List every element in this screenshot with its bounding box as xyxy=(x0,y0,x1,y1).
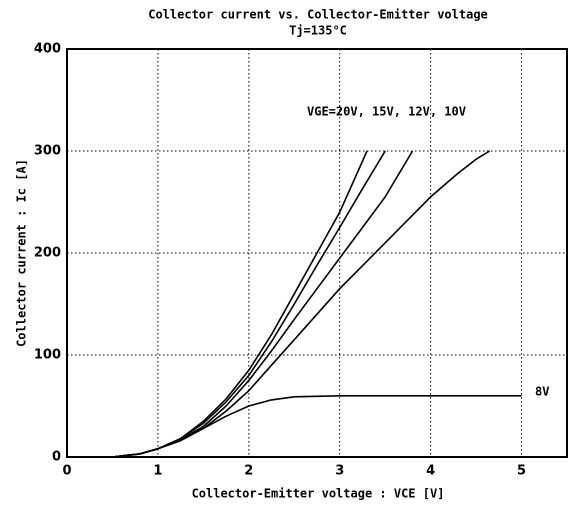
chart-title: Collector current vs. Collector-Emitter … xyxy=(148,8,488,22)
chart-subtitle: Tj=135°C xyxy=(289,24,347,38)
x-tick-label: 3 xyxy=(335,464,344,479)
annotation: VGE=20V, 15V, 12V, 10V xyxy=(307,105,466,119)
x-tick-label: 4 xyxy=(426,464,435,479)
x-tick-label: 2 xyxy=(244,464,253,479)
x-axis-label: Collector-Emitter voltage : VCE [V] xyxy=(192,487,445,501)
curve xyxy=(112,150,368,458)
y-axis-label: Collector current : Ic [A] xyxy=(15,159,29,347)
curve xyxy=(112,395,522,458)
y-tick-label: 200 xyxy=(34,246,61,261)
y-tick-label: 100 xyxy=(34,348,61,363)
y-tick-label: 0 xyxy=(52,450,61,465)
x-tick-label: 1 xyxy=(153,464,162,479)
x-tick-label: 0 xyxy=(62,464,71,479)
annotation: 8V xyxy=(535,385,549,399)
curve xyxy=(112,150,386,458)
plot-frame xyxy=(66,48,568,458)
curve xyxy=(112,150,491,458)
y-tick-label: 400 xyxy=(34,42,61,57)
x-tick-label: 5 xyxy=(517,464,526,479)
curve xyxy=(112,150,414,458)
y-tick-label: 300 xyxy=(34,144,61,159)
